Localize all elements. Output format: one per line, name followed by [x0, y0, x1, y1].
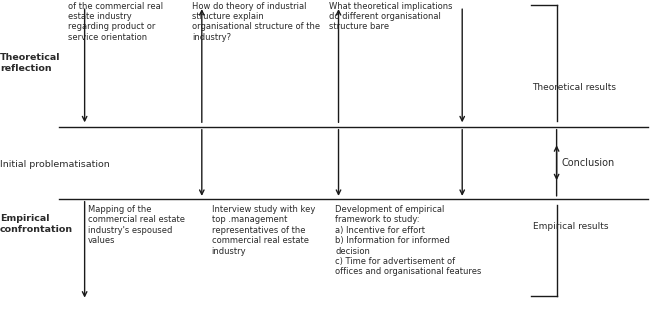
- Text: What theoretical implications
do different organisational
structure bare: What theoretical implications do differe…: [329, 2, 452, 31]
- Text: Mapping of the
commercial real estate
industry's espoused
values: Mapping of the commercial real estate in…: [88, 205, 185, 245]
- Text: Empirical results: Empirical results: [533, 223, 608, 231]
- Text: How do theory of industrial
structure explain
organisational structure of the
in: How do theory of industrial structure ex…: [192, 2, 320, 42]
- Text: Theoretical
reflection: Theoretical reflection: [0, 53, 61, 73]
- Text: of the commercial real
estate industry
regarding product or
service orientation: of the commercial real estate industry r…: [68, 2, 163, 42]
- Text: Theoretical results: Theoretical results: [533, 83, 616, 92]
- Text: Development of empirical
framework to study:
a) Incentive for effort
b) Informat: Development of empirical framework to st…: [335, 205, 482, 276]
- Text: Empirical
confrontation: Empirical confrontation: [0, 214, 73, 234]
- Text: Conclusion: Conclusion: [561, 158, 615, 168]
- Text: Initial problematisation: Initial problematisation: [0, 160, 110, 169]
- Text: Interview study with key
top .management
representatives of the
commercial real : Interview study with key top .management…: [212, 205, 315, 256]
